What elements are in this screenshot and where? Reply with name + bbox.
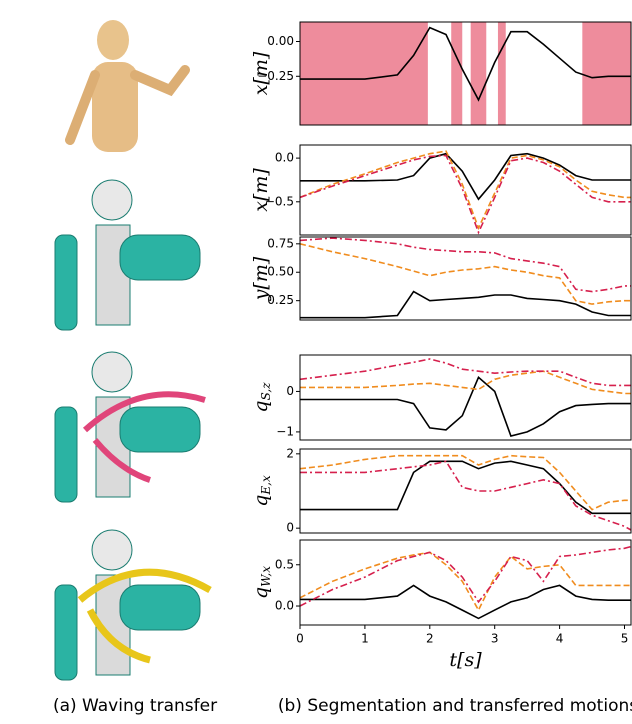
y-axis-label: qS,z [250, 382, 273, 413]
y-tick-label: 0.00 [267, 34, 294, 48]
x-axis-label: t[s] [449, 649, 482, 671]
plot-frame [299, 21, 632, 126]
segment [497, 22, 506, 125]
robot-images [54, 179, 212, 681]
robot [54, 179, 201, 331]
y-axis-label-main: x[m] [250, 168, 272, 212]
y-tick-label: 0.75 [267, 236, 294, 250]
plot-frame [299, 448, 632, 534]
x-tick-label: 5 [621, 632, 629, 646]
x-tick-label: 1 [361, 632, 369, 646]
series-line [300, 584, 631, 620]
y-axis-label-main: q [250, 400, 272, 412]
segment [582, 22, 631, 125]
y-axis-label: qW,x [250, 566, 273, 599]
series-line [299, 551, 631, 612]
y-axis-label-main: y[m] [250, 256, 272, 301]
y-axis-label-sub: E,x [259, 475, 273, 496]
y-tick-label: 0 [286, 521, 294, 535]
series-line [299, 154, 631, 235]
y-tick-label: −0.5 [265, 194, 294, 208]
segment [451, 22, 463, 125]
robot [54, 351, 206, 503]
mannequin [65, 20, 190, 152]
series-line [300, 290, 631, 319]
plot-frame [299, 144, 632, 236]
y-tick-label: 0.5 [275, 557, 294, 571]
series-line [299, 150, 631, 231]
y-axis-label-main: q [250, 495, 272, 507]
y-tick-label: 0 [286, 384, 294, 398]
y-axis-label: x[m] [250, 51, 272, 95]
y-axis-label: x[m] [250, 168, 272, 212]
series-line [299, 243, 631, 305]
series-line [300, 152, 631, 201]
y-axis-label-sub: S,z [259, 382, 273, 401]
plot-frame [299, 236, 632, 321]
y-tick-label: −0.25 [257, 69, 294, 83]
y-tick-label: 0.0 [275, 151, 294, 165]
y-tick-label: 2 [286, 446, 294, 460]
y-tick-label: 0.50 [267, 265, 294, 279]
segment [300, 22, 428, 125]
series-line [299, 358, 631, 387]
y-axis-label-main: x[m] [250, 51, 272, 95]
series-line [300, 370, 631, 395]
series-line [300, 375, 631, 437]
plot-frame [299, 354, 632, 441]
plot-frame [299, 539, 632, 626]
x-tick-label: 0 [296, 632, 304, 646]
series-line [300, 460, 631, 515]
y-axis-label: qE,x [250, 475, 273, 507]
x-tick-label: 4 [556, 632, 564, 646]
y-tick-label: −1 [276, 424, 294, 438]
y-tick-label: 0.0 [275, 599, 294, 613]
caption: (b) Segmentation and transferred motions [278, 696, 632, 716]
robot [54, 529, 212, 681]
caption: (a) Waving transfer [53, 696, 217, 716]
series-line [300, 26, 631, 102]
y-axis-label-main: q [250, 587, 272, 599]
series-line [299, 545, 632, 607]
y-axis-label-sub: W,x [259, 566, 273, 587]
x-tick-label: 2 [426, 632, 434, 646]
y-tick-label: 0.25 [267, 293, 294, 307]
series-line [300, 460, 632, 531]
x-tick-label: 3 [491, 632, 499, 646]
segment [470, 22, 487, 125]
series-line [299, 237, 631, 293]
series-line [299, 454, 631, 511]
y-axis-label: y[m] [250, 256, 272, 301]
